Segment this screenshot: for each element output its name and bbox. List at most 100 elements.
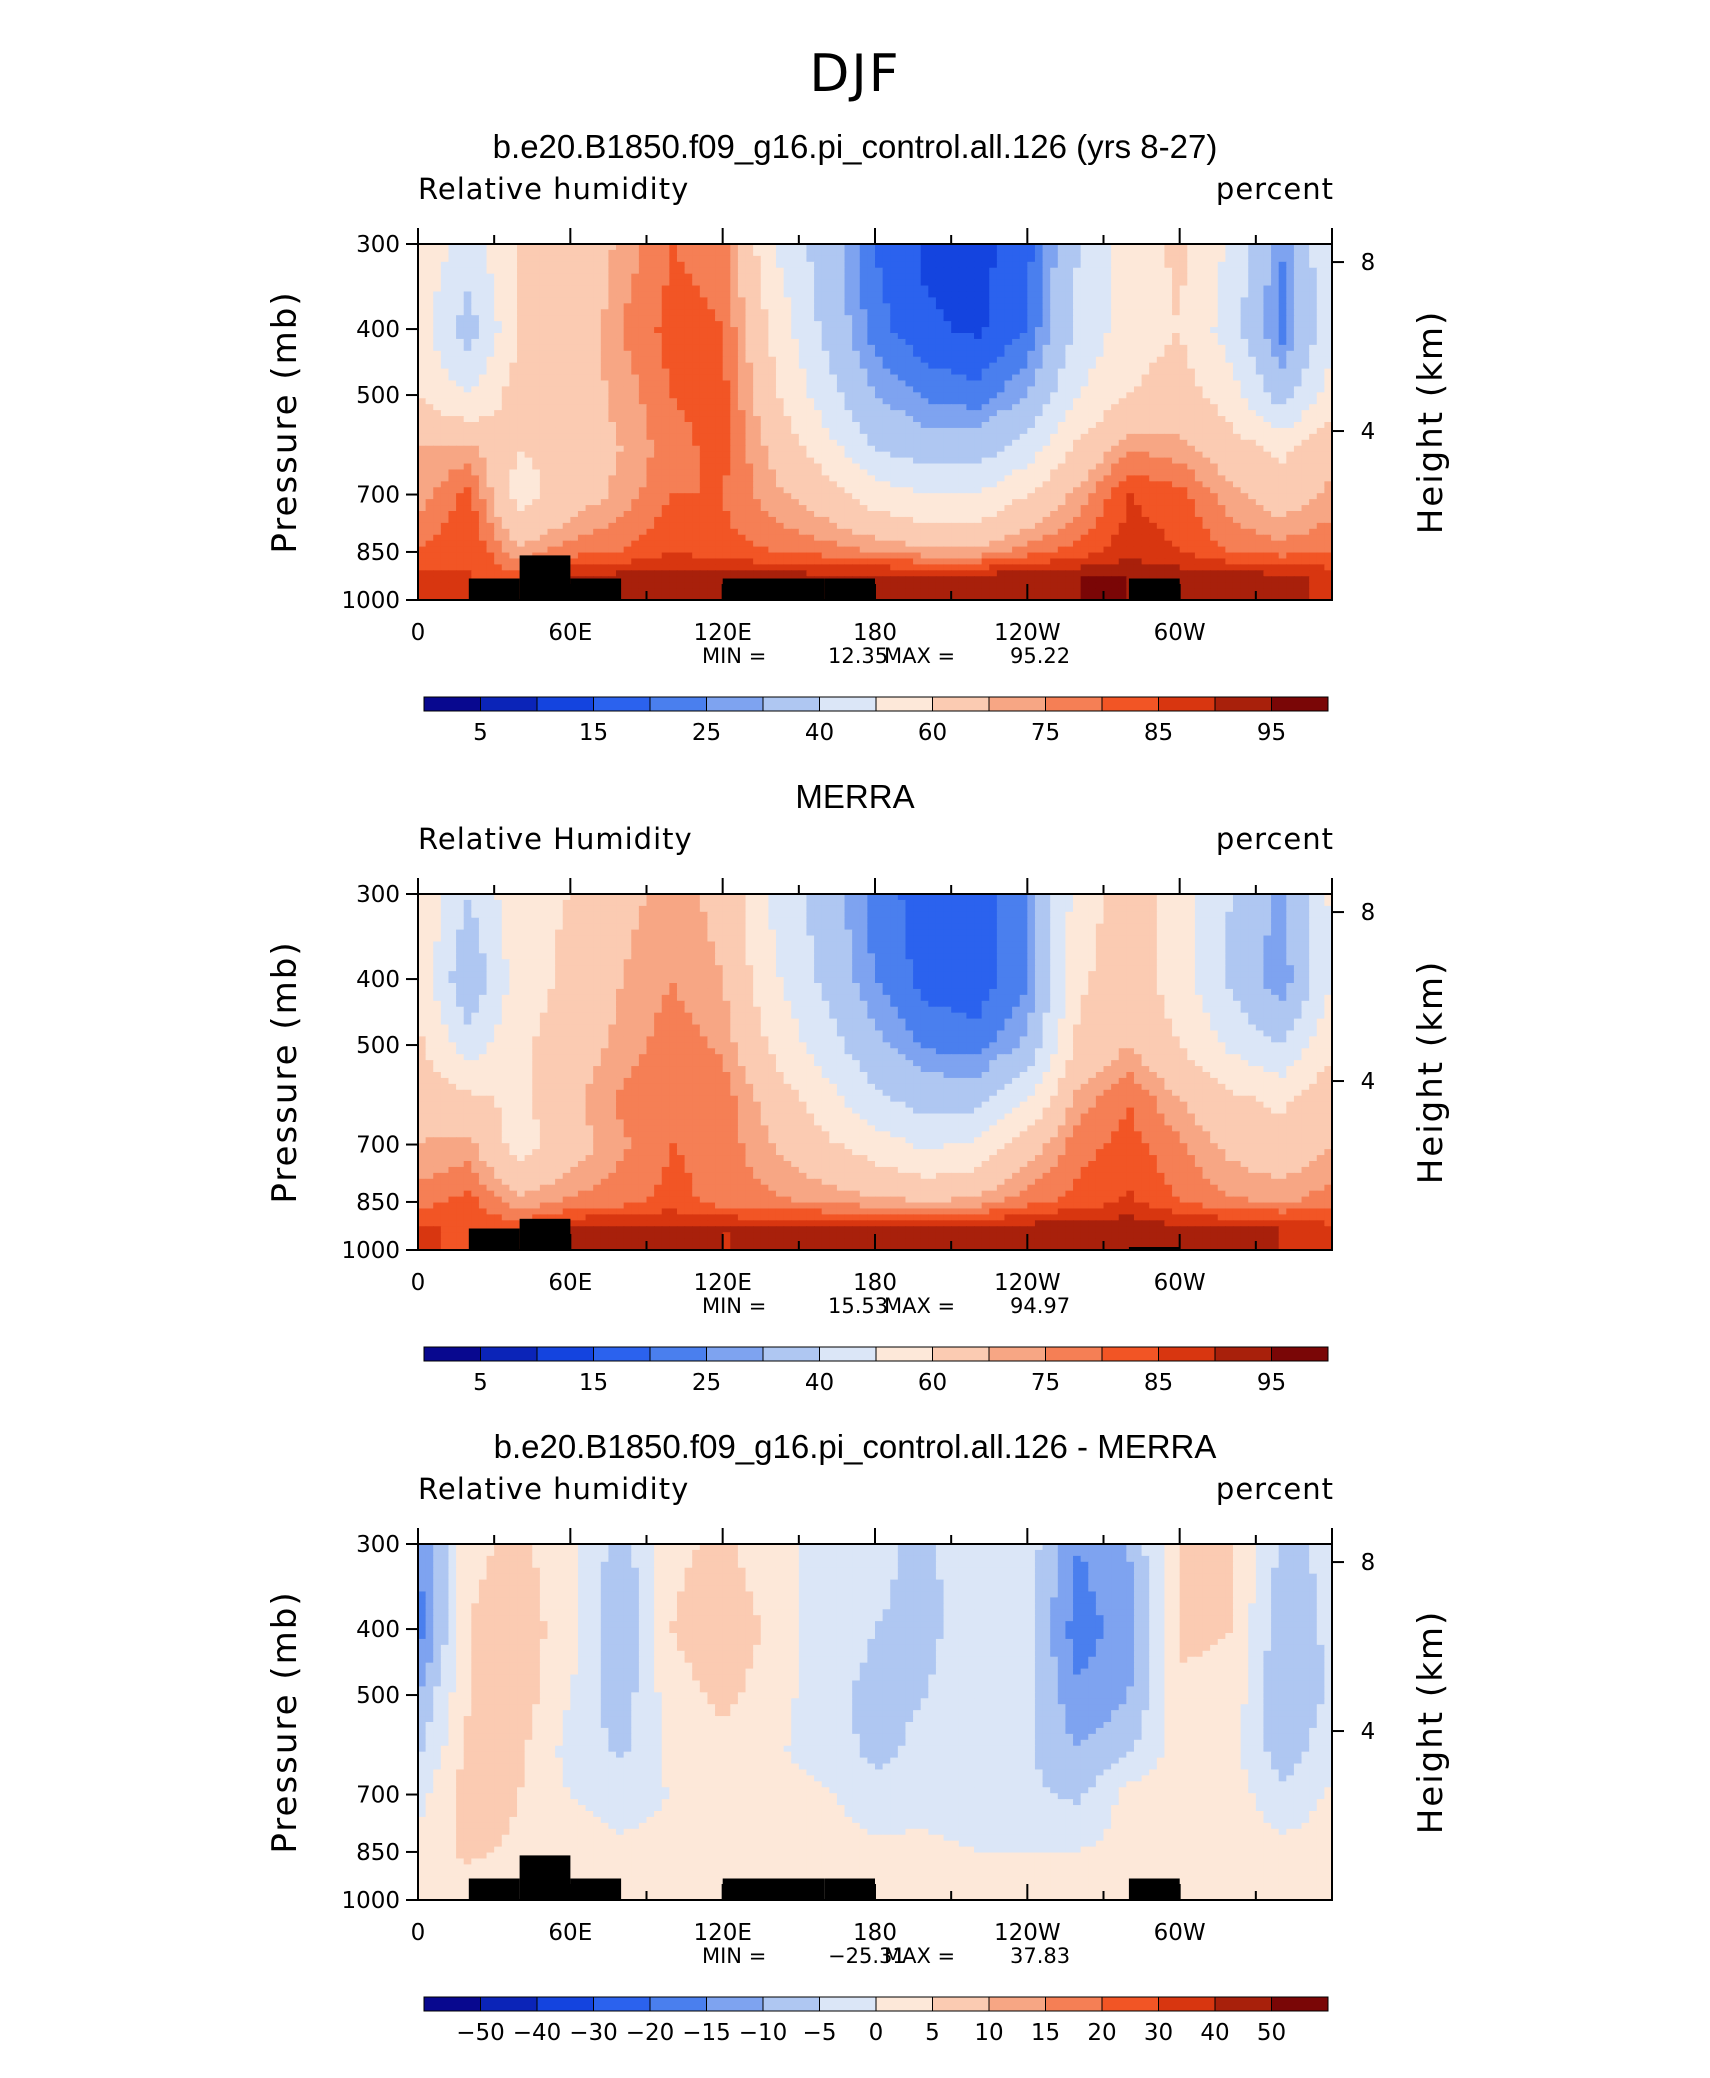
heatmap-cell xyxy=(646,463,655,471)
heatmap-cell xyxy=(699,315,709,322)
heatmap-cell xyxy=(707,422,716,429)
heatmap-cell xyxy=(913,362,922,370)
heatmap-cell xyxy=(1050,249,1059,257)
heatmap-cell xyxy=(623,469,632,476)
heatmap-cell xyxy=(692,362,701,370)
heatmap-cell xyxy=(638,267,648,275)
heatmap-cell xyxy=(1012,244,1021,251)
heatmap-cell xyxy=(1057,469,1067,476)
heatmap-cell xyxy=(1133,416,1143,423)
heatmap-cell xyxy=(730,416,739,423)
heatmap-cell xyxy=(966,244,975,251)
heatmap-cell xyxy=(1019,321,1028,328)
heatmap-cell xyxy=(616,457,625,465)
heatmap-cell xyxy=(1004,356,1013,364)
heatmap-cell xyxy=(1141,469,1150,476)
heatmap-cell xyxy=(570,321,579,328)
heatmap-cell xyxy=(1210,445,1219,453)
heatmap-cell xyxy=(501,380,510,387)
heatmap-cell xyxy=(1293,416,1303,423)
heatmap-cell xyxy=(494,285,503,293)
heatmap-cell xyxy=(532,392,541,399)
heatmap-cell xyxy=(745,368,754,376)
heatmap-cell xyxy=(821,285,830,293)
heatmap-cell xyxy=(524,303,533,310)
heatmap-cell xyxy=(577,392,587,399)
heatmap-cell xyxy=(608,344,617,352)
heatmap-cell xyxy=(501,344,510,352)
heatmap-cell xyxy=(524,321,533,328)
heatmap-cell xyxy=(1019,410,1028,417)
heatmap-cell xyxy=(631,386,640,393)
heatmap-cell xyxy=(798,445,808,453)
heatmap-cell xyxy=(616,321,625,328)
heatmap-cell xyxy=(737,261,747,269)
heatmap-cell xyxy=(836,291,846,298)
heatmap-cell xyxy=(486,303,495,310)
heatmap-cell xyxy=(1095,457,1105,465)
heatmap-cell xyxy=(608,416,617,423)
heatmap-cell xyxy=(1027,392,1036,399)
heatmap-cell xyxy=(1042,327,1051,334)
heatmap-cell xyxy=(471,445,480,453)
heatmap-cell xyxy=(1194,321,1204,328)
heatmap-cell xyxy=(1126,433,1135,441)
heatmap-cell xyxy=(798,410,808,417)
heatmap-cell xyxy=(905,267,914,275)
heatmap-cell xyxy=(1309,315,1318,322)
heatmap-cell xyxy=(958,356,967,364)
heatmap-cell xyxy=(798,374,808,382)
heatmap-cell xyxy=(692,273,701,281)
heatmap-cell xyxy=(1286,356,1295,364)
heatmap-cell xyxy=(852,422,861,429)
heatmap-cell xyxy=(669,321,678,328)
heatmap-cell xyxy=(692,416,701,423)
heatmap-cell xyxy=(577,380,587,387)
heatmap-cell xyxy=(836,374,846,382)
heatmap-cell xyxy=(1073,279,1082,287)
heatmap-cell xyxy=(1232,410,1242,417)
heatmap-cell xyxy=(440,279,450,287)
heatmap-cell xyxy=(974,368,983,376)
heatmap-cell xyxy=(836,487,846,494)
heatmap-cell xyxy=(1316,267,1325,275)
heatmap-cell xyxy=(989,469,998,476)
heatmap-cell xyxy=(821,333,830,340)
heatmap-cell xyxy=(829,380,838,387)
heatmap-cell xyxy=(440,249,450,257)
heatmap-cell xyxy=(448,463,457,471)
heatmap-cell xyxy=(1065,445,1074,453)
heatmap-cell xyxy=(951,249,960,257)
heatmap-cell xyxy=(471,350,480,358)
heatmap-cell xyxy=(951,463,960,471)
heatmap-cell xyxy=(1324,451,1333,459)
heatmap-cell xyxy=(1225,451,1234,459)
heatmap-cell xyxy=(745,327,754,334)
heatmap-cell xyxy=(1027,410,1036,417)
heatmap-cell xyxy=(1286,350,1295,358)
heatmap-cell xyxy=(966,451,975,459)
heatmap-cell xyxy=(456,356,465,364)
heatmap-cell xyxy=(913,249,922,257)
heatmap-cell xyxy=(920,333,929,340)
heatmap-cell xyxy=(722,404,731,411)
heatmap-cell xyxy=(844,333,853,340)
heatmap-cell xyxy=(745,255,754,263)
heatmap-cell xyxy=(1118,404,1127,411)
heatmap-cell xyxy=(1316,244,1325,251)
heatmap-cell xyxy=(585,315,594,322)
heatmap-cell xyxy=(1286,255,1295,263)
heatmap-cell xyxy=(478,321,488,328)
heatmap-cell xyxy=(547,386,556,393)
heatmap-cell xyxy=(1065,433,1074,441)
heatmap-cell xyxy=(1141,356,1150,364)
heatmap-cell xyxy=(1263,445,1272,453)
heatmap-cell xyxy=(1164,356,1173,364)
heatmap-cell xyxy=(1042,333,1051,340)
heatmap-cell xyxy=(1034,386,1044,393)
heatmap-cell xyxy=(661,273,670,281)
heatmap-cell xyxy=(1118,291,1127,298)
heatmap-cell xyxy=(775,386,785,393)
heatmap-cell xyxy=(1103,291,1112,298)
heatmap-cell xyxy=(1149,439,1158,447)
